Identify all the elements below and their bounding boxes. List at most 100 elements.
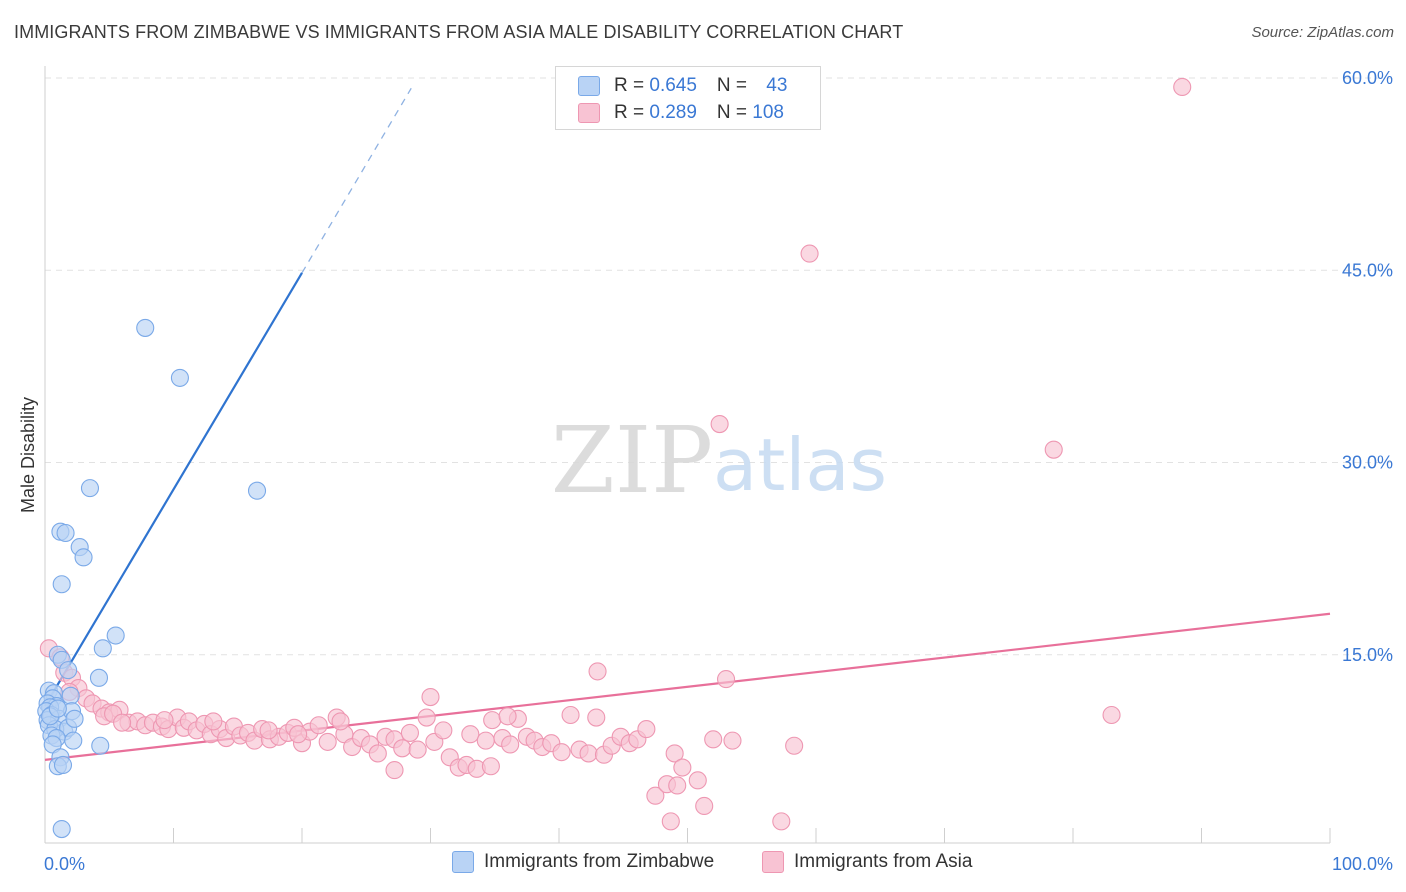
asia-point-104 (259, 721, 278, 740)
trend-line-zimbabwe (44, 272, 303, 707)
asia-point-99 (498, 707, 517, 726)
asia-point-52 (393, 739, 412, 758)
legend-swatch-zimbabwe (578, 76, 600, 96)
asia-point-85 (716, 670, 736, 689)
zimbabwe-point-1 (170, 368, 189, 387)
bottom-legend-swatch-zimbabwe (452, 851, 474, 873)
asia-point-54 (408, 740, 427, 759)
asia-point-95 (785, 736, 804, 755)
asia-point-90 (673, 758, 692, 777)
asia-point-97 (772, 812, 791, 831)
asia-point-0 (1173, 77, 1192, 97)
watermark: ZIP atlas (551, 407, 887, 514)
y-tick-label-60: 60.0% (1342, 68, 1393, 88)
asia-point-63 (476, 731, 495, 750)
asia-point-101 (481, 757, 500, 776)
asia-point-73 (561, 705, 580, 725)
bottom-legend-zimbabwe: Immigrants from Zimbabwe (452, 851, 714, 873)
gridlines (45, 77, 1392, 656)
trend-line-zimbabwe-extension (301, 87, 412, 274)
asia-point-92 (695, 796, 714, 816)
asia-point-3 (1044, 440, 1063, 459)
series-zimbabwe-points (37, 318, 267, 839)
asia-point-107 (155, 711, 174, 730)
asia-point-75 (579, 744, 598, 763)
asia-point-89 (665, 744, 684, 763)
asia-point-102 (331, 712, 350, 731)
zimbabwe-point-9 (106, 626, 125, 645)
zimbabwe-point-2 (80, 479, 100, 498)
zimbabwe-point-18 (61, 686, 80, 705)
legend-row-asia: R = 0.289 N = 108 (578, 100, 784, 126)
asia-point-91 (688, 771, 707, 790)
bottom-legend-label-asia: Immigrants from Asia (794, 851, 973, 872)
asia-point-1 (800, 244, 819, 263)
zimbabwe-point-34 (64, 731, 83, 750)
x-tick-label-100: 100.0% (1332, 854, 1393, 874)
asia-point-57 (434, 721, 453, 740)
legend-n-label: N = (716, 75, 753, 96)
asia-point-94 (723, 731, 742, 750)
asia-point-103 (289, 725, 308, 744)
tick-labels: 15.0% 30.0% 45.0% 60.0% 0.0% 100.0% (44, 68, 1393, 874)
asia-point-49 (368, 744, 387, 763)
asia-point-64 (483, 711, 502, 730)
chart-title: IMMIGRANTS FROM ZIMBABWE VS IMMIGRANTS F… (14, 22, 904, 42)
asia-point-76 (587, 708, 606, 727)
bottom-legend-label-zimbabwe: Immigrants from Zimbabwe (484, 851, 715, 872)
asia-point-106 (113, 713, 132, 732)
zimbabwe-point-3 (247, 481, 267, 500)
bottom-legend-asia: Immigrants from Asia (762, 851, 972, 873)
bottom-legend-swatch-asia (762, 851, 784, 873)
asia-point-82 (637, 720, 656, 739)
asia-point-96 (661, 812, 680, 831)
legend-r-value: 0.645 (649, 75, 697, 96)
zimbabwe-point-40 (52, 820, 71, 839)
zimbabwe-point-36 (91, 736, 110, 755)
watermark-zip: ZIP (551, 407, 713, 514)
watermark-atlas: atlas (713, 423, 887, 507)
y-tick-label-15: 15.0% (1342, 645, 1393, 665)
asia-point-66 (501, 735, 520, 754)
legend-n-value: 43 (766, 75, 788, 96)
series-asia-points (39, 77, 1192, 831)
legend-n-label: N = (716, 102, 753, 123)
asia-point-53 (400, 723, 419, 742)
asia-point-88 (668, 776, 687, 795)
asia-point-86 (646, 786, 665, 805)
asia-point-83 (421, 687, 440, 707)
y-axis-label: Male Disability (18, 397, 38, 513)
y-tick-label-45: 45.0% (1342, 260, 1393, 280)
asia-point-55 (417, 708, 436, 727)
legend-r-value: 0.289 (649, 102, 697, 123)
y-tick-label-30: 30.0% (1342, 453, 1393, 473)
zimbabwe-point-10 (93, 639, 112, 658)
zimbabwe-point-13 (59, 661, 78, 680)
asia-point-98 (1102, 705, 1121, 725)
asia-point-84 (588, 662, 607, 681)
asia-point-43 (318, 732, 337, 751)
zimbabwe-point-42 (48, 699, 67, 718)
asia-point-105 (204, 712, 223, 731)
zimbabwe-point-14 (89, 668, 109, 687)
legend-swatch-asia (578, 103, 600, 123)
asia-point-72 (552, 743, 571, 762)
zimbabwe-point-31 (65, 709, 84, 728)
zimbabwe-point-0 (136, 318, 155, 337)
legend-n-value: 108 (752, 102, 784, 123)
legend-row-zimbabwe: R = 0.645 N = 43 (578, 73, 787, 99)
x-tick-label-0: 0.0% (44, 854, 85, 874)
zimbabwe-point-5 (56, 523, 75, 543)
asia-point-2 (710, 414, 729, 434)
asia-point-100 (385, 761, 404, 780)
zimbabwe-point-8 (52, 575, 71, 594)
asia-point-42 (309, 716, 328, 735)
asia-point-61 (461, 725, 480, 744)
source-credit: Source: ZipAtlas.com (1251, 24, 1394, 41)
legend-r-label: R = (614, 102, 650, 123)
asia-point-93 (704, 730, 723, 749)
zimbabwe-point-39 (53, 755, 73, 775)
correlation-legend: R = 0.645 N = 43 R = 0.289 N = 108 (555, 66, 821, 130)
zimbabwe-point-7 (74, 548, 93, 567)
